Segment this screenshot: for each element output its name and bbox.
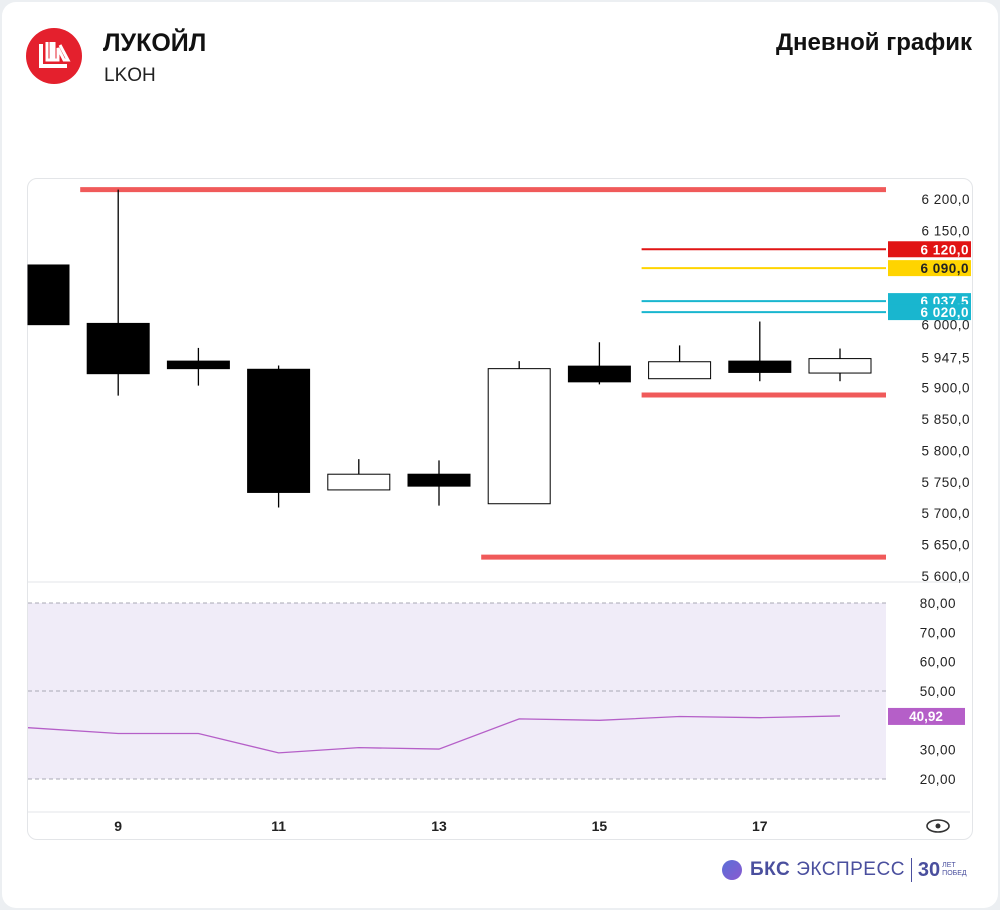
rsi-tick-label: 20,00	[920, 772, 956, 787]
candle-body	[407, 473, 471, 487]
rsi-value-label: 40,92	[909, 709, 943, 724]
eye-icon[interactable]	[926, 819, 950, 833]
candle-body	[808, 358, 872, 374]
level-badges: 6 120,06 090,06 037,56 020,0	[888, 241, 971, 321]
candle-body	[86, 322, 150, 375]
x-tick-label: 9	[114, 818, 122, 834]
level-badge-label: 6 020,0	[920, 305, 969, 320]
candle-body	[27, 264, 70, 326]
price-tick-label: 5 750,0	[921, 475, 970, 490]
candle-10	[166, 347, 230, 386]
bks-logo-icon	[722, 860, 742, 880]
brand-caption-2: ПОБЕД	[942, 870, 967, 877]
price-axis: 6 200,0 6 150,0 6 000,0 5 947,5 5 900,0 5 850…	[921, 192, 970, 584]
candle-18	[808, 348, 872, 382]
x-tick-label: 11	[271, 818, 286, 834]
candle-13	[407, 460, 471, 506]
brand-sub: ЭКСПРЕСС	[796, 859, 905, 880]
price-tick-label: 5 947,5	[921, 351, 970, 366]
level-badge-label: 6 120,0	[920, 242, 969, 257]
rsi-tick-label: 70,00	[920, 625, 956, 640]
candle-11	[247, 365, 311, 508]
x-tick-label: 15	[592, 818, 608, 834]
candle-15	[567, 342, 631, 385]
candle-body	[487, 368, 551, 505]
candle-17	[728, 321, 792, 382]
candle-body	[327, 473, 391, 491]
brand-years: 30	[917, 858, 941, 881]
x-tick-label: 17	[752, 818, 768, 834]
price-tick-label: 5 600,0	[921, 569, 970, 584]
rsi-tick-label: 60,00	[920, 655, 956, 670]
levels-layer	[80, 187, 886, 560]
level-badge-label: 6 090,0	[920, 261, 969, 276]
candle-body	[728, 360, 792, 373]
candle-12	[327, 459, 391, 491]
company-name: ЛУКОЙЛ	[103, 29, 207, 57]
candles-layer	[27, 189, 872, 508]
candle-body	[648, 361, 712, 380]
rsi-line	[27, 715, 841, 754]
price-tick-label: 6 000,0	[921, 318, 970, 333]
rsi-tick-label: 30,00	[920, 743, 956, 758]
candle-body	[567, 365, 631, 383]
level-badge-bg	[888, 241, 971, 258]
level-badge-bg	[888, 260, 971, 277]
rsi-value-badge	[888, 707, 965, 725]
brand-caption-1: ЛЕТ	[942, 862, 956, 869]
x-tick-label: 13	[431, 818, 447, 834]
price-tick-label: 5 800,0	[921, 443, 970, 458]
level-badge-bg	[888, 304, 971, 321]
rsi-tick-label: 50,00	[920, 684, 956, 699]
lukoil-logo-icon	[26, 28, 82, 84]
price-tick-label: 6 150,0	[921, 223, 970, 238]
chart-period-title: Дневной график	[775, 29, 972, 56]
candle-body	[247, 368, 311, 493]
price-tick-label: 5 650,0	[921, 538, 970, 553]
brand-name: БКС	[750, 859, 791, 880]
rsi-tick-label: 80,00	[920, 596, 956, 611]
rsi-panel: 80,00 70,00 60,00 50,00 30,00 20,00 40,92	[27, 596, 965, 787]
price-tick-label: 6 200,0	[921, 192, 970, 207]
candle-16	[648, 345, 712, 380]
ticker-symbol: LKOH	[104, 65, 156, 86]
bks-brand: БКС ЭКСПРЕСС 30 ЛЕТ ПОБЕД	[722, 858, 967, 882]
candle-14	[487, 361, 551, 505]
chart-frame	[27, 178, 973, 840]
candle-body	[166, 360, 230, 370]
brand-separator	[910, 858, 912, 882]
candle-8	[27, 264, 70, 326]
x-axis: 9 11 13 15 17	[114, 818, 767, 834]
price-tick-label: 5 900,0	[921, 381, 970, 396]
price-tick-label: 5 850,0	[921, 412, 970, 427]
price-tick-label: 5 700,0	[921, 506, 970, 521]
candle-9	[86, 189, 150, 396]
brand-years-caption: ЛЕТ ПОБЕД	[942, 862, 966, 878]
